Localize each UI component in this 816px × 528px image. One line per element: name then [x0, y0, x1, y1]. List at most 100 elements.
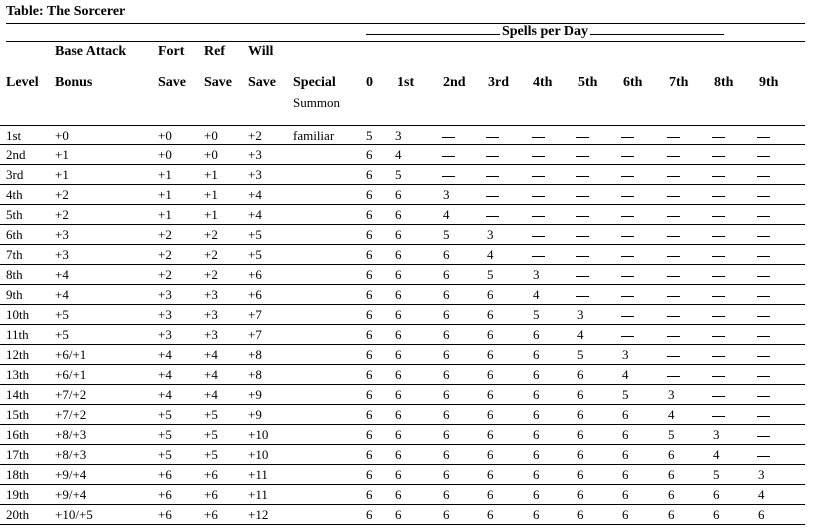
- spells-per-day-dash: [757, 196, 770, 197]
- spells-per-day-cell: 5: [443, 227, 450, 242]
- table-row: 9th +4 +3 +3 +6 6 6 6 6 4: [0, 285, 805, 305]
- level-cell: 10th: [6, 307, 30, 322]
- will-save-cell: +6: [248, 267, 262, 282]
- spells-per-day-cell: 6: [443, 487, 450, 502]
- spells-per-day-dash: [621, 137, 634, 138]
- base-attack-cell: +3: [55, 247, 69, 262]
- spells-per-day-cell: 6: [668, 467, 675, 482]
- base-attack-cell: +2: [55, 187, 69, 202]
- spells-per-day-dash: [486, 216, 499, 217]
- ref-save-cell: +5: [204, 427, 218, 442]
- table-row: 3rd +1 +1 +1 +3 6 5: [0, 165, 805, 185]
- special-note-top: Summon: [293, 95, 340, 110]
- spells-per-day-cell: 4: [758, 487, 765, 502]
- will-save-cell: +9: [248, 407, 262, 422]
- level-cell: 4th: [6, 187, 23, 202]
- spells-per-day-cell: 6: [443, 387, 450, 402]
- spells-per-day-dash: [712, 256, 725, 257]
- spells-per-day-dash: [712, 156, 725, 157]
- spells-per-day-cell: 4: [577, 327, 584, 342]
- spells-per-day-dash: [576, 236, 589, 237]
- spells-per-day-dash: [576, 216, 589, 217]
- spells-per-day-cell: 6: [366, 227, 373, 242]
- spells-per-day-dash: [667, 276, 680, 277]
- spells-per-day-dash: [712, 236, 725, 237]
- ref-save-cell: +1: [204, 207, 218, 222]
- ref-save-cell: +5: [204, 447, 218, 462]
- spells-per-day-cell: 6: [622, 487, 629, 502]
- header-will-top: Will: [248, 44, 274, 59]
- spells-per-day-cell: 6: [395, 267, 402, 282]
- spells-per-day-cell: 6: [395, 247, 402, 262]
- spells-per-day-dash: [712, 316, 725, 317]
- spells-per-day-dash: [757, 236, 770, 237]
- spells-per-day-cell: 6: [577, 407, 584, 422]
- spells-per-day-cell: 6: [366, 507, 373, 522]
- base-attack-cell: +1: [55, 147, 69, 162]
- spells-per-day-cell: 6: [366, 427, 373, 442]
- spells-per-day-dash: [621, 216, 634, 217]
- spells-per-day-cell: 6: [395, 427, 402, 442]
- spells-per-day-cell: 6: [487, 287, 494, 302]
- spells-per-day-cell: 6: [622, 447, 629, 462]
- spells-per-day-cell: 5: [487, 267, 494, 282]
- will-save-cell: +5: [248, 247, 262, 262]
- table-row: 20th +10/+5 +6 +6 +12 6 6 6 6 6 6 6 6 6 6: [0, 505, 805, 525]
- spells-per-day-cell: 5: [622, 387, 629, 402]
- table-row: 2nd +1 +0 +0 +3 6 4: [0, 145, 805, 165]
- fort-save-cell: +4: [158, 387, 172, 402]
- level-cell: 3rd: [6, 167, 24, 182]
- base-attack-cell: +9/+4: [55, 487, 87, 502]
- spells-per-day-cell: 6: [395, 487, 402, 502]
- level-cell: 20th: [6, 507, 30, 522]
- table-row: 19th +9/+4 +6 +6 +11 6 6 6 6 6 6 6 6 6 4: [0, 485, 805, 505]
- base-attack-cell: +6/+1: [55, 367, 87, 382]
- table-row: 4th +2 +1 +1 +4 6 6 3: [0, 185, 805, 205]
- spells-per-day-cell: 6: [533, 327, 540, 342]
- header-spell-level-1: 1st: [397, 75, 415, 90]
- will-save-cell: +7: [248, 327, 262, 342]
- spells-per-day-cell: 6: [366, 467, 373, 482]
- table-row: 15th +7/+2 +5 +5 +9 6 6 6 6 6 6 6 4: [0, 405, 805, 425]
- ref-save-cell: +0: [204, 147, 218, 162]
- spells-per-day-dash: [712, 336, 725, 337]
- spells-per-day-dash: [757, 276, 770, 277]
- spells-per-day-cell: 6: [395, 507, 402, 522]
- level-cell: 15th: [6, 407, 30, 422]
- spells-per-day-dash: [757, 456, 770, 457]
- fort-save-cell: +2: [158, 227, 172, 242]
- will-save-cell: +11: [248, 467, 268, 482]
- spells-per-day-dash: [667, 336, 680, 337]
- fort-save-cell: +3: [158, 287, 172, 302]
- ref-save-cell: +3: [204, 307, 218, 322]
- special-cell: familiar: [293, 128, 335, 143]
- spells-per-day-cell: 6: [533, 447, 540, 462]
- spells-per-day-dash: [576, 137, 589, 138]
- ref-save-cell: +1: [204, 187, 218, 202]
- will-save-cell: +4: [248, 207, 262, 222]
- table-row: 13th +6/+1 +4 +4 +8 6 6 6 6 6 6 4: [0, 365, 805, 385]
- spells-per-day-cell: 6: [668, 507, 675, 522]
- header-bab-bottom: Bonus: [55, 75, 93, 90]
- spells-per-day-dash: [712, 216, 725, 217]
- spells-per-day-cell: 6: [443, 287, 450, 302]
- spells-per-day-cell: 6: [366, 487, 373, 502]
- ref-save-cell: +5: [204, 407, 218, 422]
- spells-per-day-cell: 6: [443, 347, 450, 362]
- spells-per-day-cell: 6: [443, 407, 450, 422]
- table-row: 14th +7/+2 +4 +4 +9 6 6 6 6 6 6 5 3: [0, 385, 805, 405]
- spells-per-day-cell: 6: [487, 507, 494, 522]
- will-save-cell: +10: [248, 427, 269, 442]
- spells-per-day-cell: 4: [443, 207, 450, 222]
- spells-per-day-cell: 6: [395, 327, 402, 342]
- spells-per-day-dash: [621, 176, 634, 177]
- spells-per-day-dash: [576, 276, 589, 277]
- spells-per-day-dash: [757, 216, 770, 217]
- base-attack-cell: +5: [55, 327, 69, 342]
- spells-per-day-cell: 6: [366, 387, 373, 402]
- spells-per-day-cell: 6: [622, 507, 629, 522]
- will-save-cell: +8: [248, 367, 262, 382]
- spells-per-day-dash: [532, 256, 545, 257]
- spells-per-day-dash: [442, 137, 455, 138]
- spells-per-day-dash: [757, 416, 770, 417]
